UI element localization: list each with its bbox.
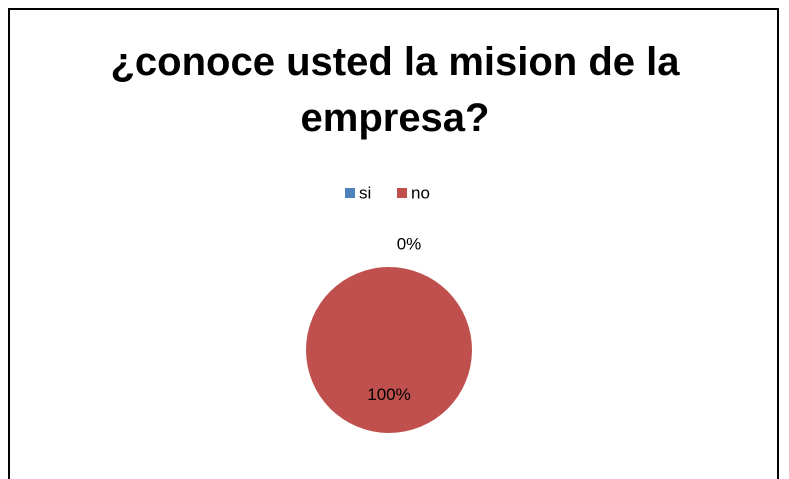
legend-label: no — [411, 183, 430, 202]
data-label: 100% — [367, 385, 410, 404]
data-label: 0% — [397, 234, 422, 253]
legend-swatch — [345, 188, 355, 198]
chart-frame — [8, 8, 779, 479]
legend-label: si — [359, 183, 371, 202]
legend-swatch — [397, 188, 407, 198]
chart-title: ¿conoce usted la mision de la empresa? — [110, 40, 680, 140]
pie-slice — [306, 267, 472, 433]
